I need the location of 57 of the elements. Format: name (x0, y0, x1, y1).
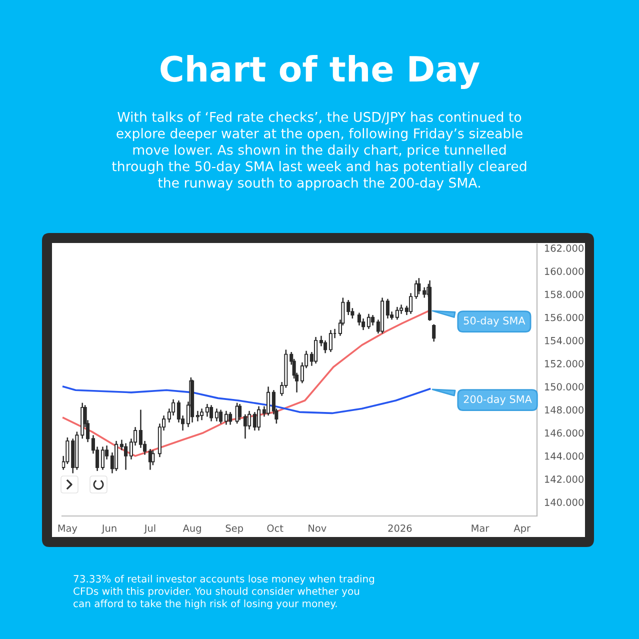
y-tick-label: 146.000 (545, 429, 584, 437)
x-tick-label: 2026 (388, 524, 412, 532)
candlestick (324, 340, 328, 354)
x-tick-label: Apr (514, 524, 530, 534)
candlestick (357, 312, 361, 326)
text: 50-day SMA (464, 316, 526, 327)
chart-title: Chart of the Day (160, 55, 480, 89)
chart-subtitle: With talks of ‘Fed rate checks’, the USD/JPY has continued to explore deeper water at the open, following Friday’s sizeable move lower. As shown in the daily chart, price tunnelled through the 50-day SMA last week and has potentially cleared the runway south to approach the 200-day SMA. (112, 112, 526, 190)
candlestick (366, 313, 370, 330)
candlestick (328, 329, 332, 353)
x-tick-label: Mar (472, 524, 490, 532)
candlestick (417, 277, 421, 295)
candlestick (432, 324, 436, 342)
candlestick (409, 292, 413, 314)
x-tick-label: Oct (267, 524, 284, 532)
candlestick (205, 403, 209, 418)
candlestick (371, 314, 375, 326)
candlestick (210, 404, 214, 422)
candlestick (124, 442, 128, 470)
x-tick-label: Aug (182, 524, 201, 534)
y-tick-label: 148.000 (545, 406, 584, 414)
x-tick-label: Nov (308, 524, 326, 532)
line-series (62, 386, 431, 414)
text: 200-day SMA (464, 395, 532, 406)
y-tick-label: 158.000 (545, 290, 584, 298)
y-tick-label: 152.000 (545, 360, 584, 368)
x-tick-label: Jun (101, 524, 116, 534)
x-tick-label: Sep (226, 524, 243, 534)
y-tick-label: 156.000 (545, 314, 584, 322)
candlestick (200, 408, 204, 421)
candlestick (214, 408, 218, 422)
candlestick (243, 414, 247, 440)
candlestick (422, 286, 426, 298)
y-tick-label: 140.000 (545, 498, 584, 506)
candlestick (314, 336, 318, 364)
candlestick (228, 411, 232, 426)
candlestick (219, 409, 223, 424)
candlestick (238, 403, 242, 421)
candlestick (224, 410, 228, 426)
y-tick-label: 144.000 (545, 452, 584, 460)
y-tick-label: 154.000 (545, 336, 584, 344)
y-tick-label: 162.000 (545, 244, 584, 252)
candlestick (196, 410, 200, 422)
candlestick (100, 446, 104, 470)
y-tick-label: 150.000 (545, 383, 584, 390)
x-tick-label: May (58, 524, 78, 534)
text: 73.33% of retail investor accounts lose money when trading CFDs with this provider. You should consider whether you can afford to take the high risk of losing your money. (74, 574, 374, 610)
x-tick-label: Jul (144, 524, 156, 534)
candlestick (252, 411, 256, 432)
candlestick (346, 299, 350, 316)
y-tick-label: 160.000 (545, 268, 584, 275)
y-tick-label: 142.000 (545, 476, 584, 483)
candlestick (395, 306, 399, 320)
candlestick (151, 450, 155, 466)
candlestick (386, 298, 390, 320)
candlestick (266, 386, 270, 416)
candlestick (257, 406, 261, 432)
